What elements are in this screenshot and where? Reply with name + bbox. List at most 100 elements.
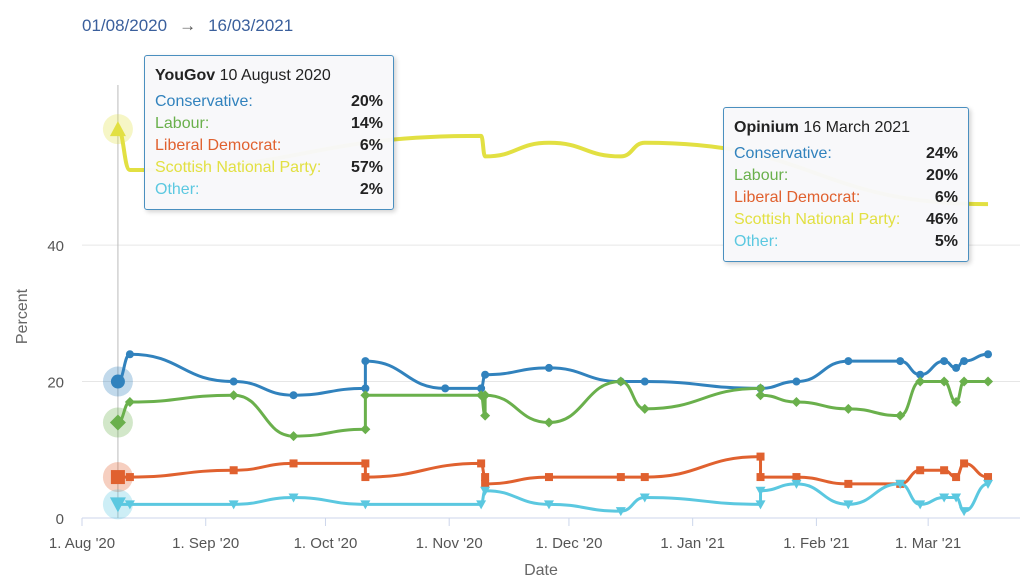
data-point: [916, 466, 925, 475]
data-point: [952, 363, 961, 372]
tooltip-value: 6%: [359, 137, 383, 154]
tooltip-row: Other: 5%: [734, 231, 958, 253]
data-point: [755, 383, 766, 394]
range-start[interactable]: 01/08/2020: [82, 16, 168, 35]
tooltip-pollster: YouGov: [155, 67, 216, 84]
data-point: [481, 370, 490, 379]
data-point: [915, 500, 926, 510]
data-point: [792, 473, 801, 482]
data-point: [951, 493, 962, 503]
tooltip-row: Labour: 14%: [155, 113, 383, 135]
tooltip-row: Liberal Democrat: 6%: [155, 135, 383, 157]
data-point: [844, 357, 853, 366]
x-tick-label: 1. Sep '20: [172, 535, 239, 552]
data-point: [228, 500, 239, 510]
data-point: [755, 486, 766, 496]
tooltip-date: 10 August 2020: [219, 67, 331, 84]
data-point: [916, 370, 925, 379]
data-point: [124, 397, 135, 408]
data-point: [544, 473, 553, 482]
x-tick-label: 1. Dec '20: [535, 535, 602, 552]
tooltip-party: Liberal Democrat:: [155, 137, 282, 154]
data-point: [791, 397, 802, 408]
data-point: [361, 473, 370, 482]
y-tick-label: 20: [47, 375, 64, 392]
tooltip-last-poll: Opinium 16 March 2021 Conservative: 24% L…: [723, 107, 969, 262]
tooltip-party: Liberal Democrat:: [734, 189, 861, 206]
tooltip-header: Opinium 16 March 2021: [734, 117, 958, 139]
data-point: [124, 500, 135, 510]
data-point: [615, 507, 626, 517]
data-point: [476, 500, 487, 510]
data-point: [615, 376, 626, 387]
tooltip-value: 24%: [925, 145, 958, 162]
tooltip-party: Scottish National Party:: [734, 211, 901, 228]
tooltip-row: Scottish National Party: 57%: [155, 157, 383, 179]
highlight-point: [109, 121, 126, 137]
data-point: [939, 493, 950, 503]
data-point: [481, 479, 490, 488]
data-point: [289, 391, 298, 400]
data-point: [441, 384, 450, 393]
data-point: [543, 417, 554, 428]
data-point: [229, 466, 238, 475]
tooltip-row: Other: 2%: [155, 179, 383, 201]
tooltip-value: 2%: [359, 181, 383, 198]
data-point: [543, 500, 554, 510]
tooltip-party: Other:: [155, 181, 200, 198]
data-point: [940, 466, 949, 475]
tooltip-row: Conservative: 20%: [155, 91, 383, 113]
data-point: [952, 473, 961, 482]
tooltip-value: 57%: [350, 159, 383, 176]
tooltip-value: 14%: [350, 115, 383, 132]
data-point: [939, 376, 950, 387]
data-point: [844, 479, 853, 488]
data-point: [125, 473, 134, 482]
tooltip-party: Other:: [734, 233, 779, 250]
tooltip-pollster: Opinium: [734, 119, 799, 136]
data-point: [480, 410, 491, 421]
data-point: [288, 493, 299, 503]
data-point: [984, 473, 993, 482]
data-point: [289, 459, 298, 468]
tooltip-party: Scottish National Party:: [155, 159, 322, 176]
data-point: [791, 479, 802, 489]
data-point: [896, 357, 905, 366]
data-point: [477, 384, 486, 393]
range-arrow: →: [179, 16, 197, 35]
x-tick-label: 1. Oct '20: [294, 535, 358, 552]
tooltip-value: 20%: [925, 167, 958, 184]
data-point: [960, 459, 969, 468]
tooltip-row: Conservative: 24%: [734, 143, 958, 165]
highlight-point: [110, 374, 125, 389]
data-point: [959, 507, 970, 517]
data-point: [640, 377, 649, 386]
data-point: [361, 384, 370, 393]
x-tick-label: 1. Feb '21: [783, 535, 849, 552]
x-tick-label: 1. Nov '20: [416, 535, 483, 552]
data-point: [959, 376, 970, 387]
highlight-point: [109, 497, 126, 513]
data-point: [983, 479, 994, 489]
tooltip-row: Scottish National Party: 46%: [734, 209, 958, 231]
range-end[interactable]: 16/03/2021: [208, 16, 294, 35]
highlight-point: [109, 414, 126, 431]
data-point: [544, 363, 553, 372]
data-point: [792, 377, 801, 386]
data-point: [940, 357, 949, 366]
data-point: [915, 376, 926, 387]
data-point: [480, 486, 491, 496]
data-point: [361, 357, 370, 366]
data-point: [843, 403, 854, 414]
tooltip-value: 46%: [925, 211, 958, 228]
y-axis-title: Percent: [14, 288, 31, 344]
data-point: [481, 473, 490, 482]
data-point: [360, 424, 371, 435]
data-point: [288, 431, 299, 442]
x-axis-title: Date: [524, 562, 558, 579]
highlight-point: [110, 470, 125, 485]
date-range[interactable]: 01/08/2020 → 16/03/2021: [82, 16, 293, 36]
data-point: [361, 459, 370, 468]
data-point: [125, 350, 134, 359]
